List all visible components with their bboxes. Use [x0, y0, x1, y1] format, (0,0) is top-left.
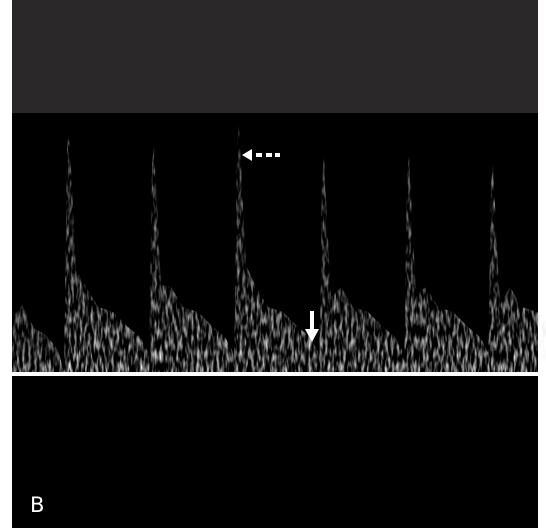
waveform-cycle [234, 125, 320, 372]
header-band [12, 0, 538, 113]
waveform-cycle [319, 158, 405, 372]
baseline [12, 372, 538, 376]
waveform-cycle [404, 155, 490, 372]
dashed-arrow [242, 149, 280, 161]
waveform-cycle [149, 145, 235, 372]
waveform-tail [12, 305, 64, 372]
down-arrow [305, 311, 319, 342]
waveform-cycle [64, 128, 150, 372]
waveform-cycle [488, 165, 546, 372]
panel-label: B [30, 493, 44, 517]
spectral-waveforms [12, 125, 546, 372]
